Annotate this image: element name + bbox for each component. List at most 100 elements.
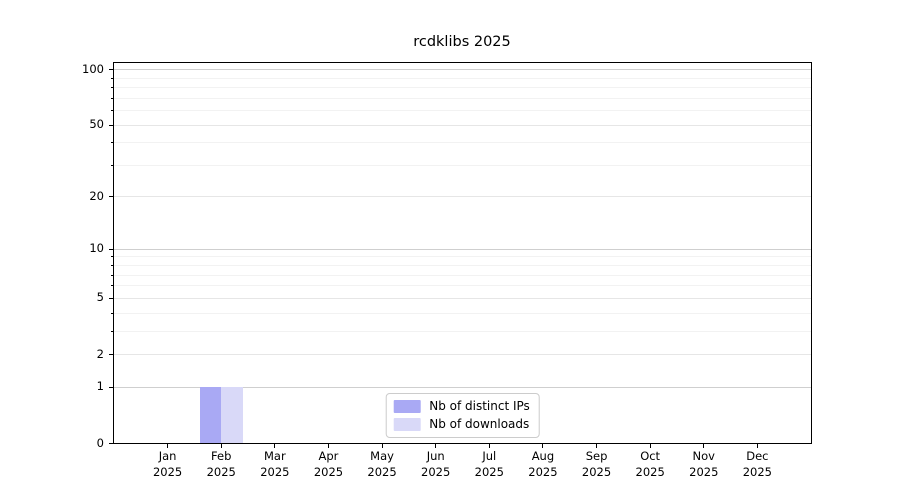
x-axis-tick-label: Aug 2025 [528, 449, 557, 480]
x-axis-tick [274, 444, 276, 448]
x-axis-tick [167, 444, 169, 448]
month-label: Aug [531, 449, 555, 463]
y-axis-tick [109, 196, 113, 198]
y-gridline-minor [114, 265, 811, 267]
month-label: Mar [263, 449, 286, 463]
x-axis-tick-label: Jan 2025 [153, 449, 182, 480]
y-axis-minor-tick [111, 312, 113, 314]
y-gridline-minor [114, 256, 811, 258]
y-gridline [114, 248, 811, 250]
x-axis-tick [488, 444, 490, 448]
year-label: 2025 [206, 464, 236, 479]
legend-label: Nb of downloads [429, 417, 530, 431]
y-axis-tick [109, 69, 113, 71]
x-axis-tick [756, 444, 758, 448]
legend-swatch [393, 418, 421, 431]
month-label: Dec [746, 449, 769, 463]
year-label: 2025 [474, 464, 504, 479]
x-axis-tick-label: Jul 2025 [475, 449, 504, 480]
y-axis-minor-tick [111, 110, 113, 112]
year-label: 2025 [260, 464, 290, 479]
y-axis-minor-tick [111, 97, 113, 99]
x-axis-tick-label: Apr 2025 [314, 449, 343, 480]
y-gridline-minor [114, 274, 811, 276]
x-axis-tick-label: Mar 2025 [260, 449, 289, 480]
legend-item: Nb of downloads [393, 417, 530, 432]
y-gridline-minor [114, 142, 811, 144]
year-label: 2025 [689, 464, 719, 479]
y-gridline-minor [114, 164, 811, 166]
x-axis-tick-label: Nov 2025 [689, 449, 718, 480]
month-label: Feb [211, 449, 232, 463]
month-label: Jan [158, 449, 177, 463]
year-label: 2025 [635, 464, 665, 479]
y-axis-tick-label: 50 [89, 117, 104, 132]
legend-swatch [393, 400, 421, 413]
x-axis-tick-label: Feb 2025 [207, 449, 236, 480]
x-axis-tick [649, 444, 651, 448]
month-label: Oct [640, 449, 661, 463]
y-gridline-minor [114, 77, 811, 79]
month-label: Jul [482, 449, 497, 463]
year-label: 2025 [742, 464, 773, 479]
x-axis-tick-label: Jun 2025 [421, 449, 450, 480]
x-axis-tick [435, 444, 437, 448]
y-axis-minor-tick [111, 77, 113, 79]
x-axis-tick-label: Oct 2025 [636, 449, 665, 480]
year-label: 2025 [528, 464, 558, 479]
y-axis-tick-label: 100 [82, 61, 104, 76]
y-axis-minor-tick [111, 142, 113, 144]
month-label: Apr [318, 449, 339, 463]
x-axis-tick-label: May 2025 [367, 449, 396, 480]
y-axis-tick [109, 443, 113, 444]
legend: Nb of distinct IPs Nb of downloads [385, 393, 540, 438]
y-axis-tick-label: 10 [89, 241, 104, 256]
y-axis-minor-tick [111, 265, 113, 267]
y-axis-tick-label: 1 [96, 379, 104, 394]
y-gridline [114, 386, 811, 388]
y-axis-tick-label: 20 [89, 188, 104, 203]
y-axis-tick-label: 2 [96, 346, 104, 361]
y-gridline-minor [114, 330, 811, 332]
y-axis-tick [109, 297, 113, 299]
y-axis-minor-tick [111, 256, 113, 258]
y-axis-minor-tick [111, 274, 113, 276]
y-gridline [114, 124, 811, 126]
x-axis-tick [542, 444, 544, 448]
x-axis-tick [381, 444, 383, 448]
y-axis-tick [109, 354, 113, 355]
y-axis-tick [109, 248, 113, 250]
y-gridline-minor [114, 285, 811, 287]
y-gridline-minor [114, 312, 811, 314]
plot-area: 0 1 2 5 10 20 50 100 Jan 2025 Feb 2025 Mar 2025 Apr 202… [82, 62, 812, 479]
year-label: 2025 [313, 464, 344, 479]
y-axis-tick [109, 124, 113, 126]
y-gridline [114, 297, 811, 299]
y-axis-tick-label: 0 [96, 435, 104, 450]
bar-nb-of-downloads [221, 386, 243, 443]
year-label: 2025 [421, 464, 451, 479]
x-axis-tick-label: Sep 2025 [582, 449, 611, 480]
month-label: Nov [692, 449, 715, 463]
month-label: May [370, 449, 394, 463]
x-axis-tick [596, 444, 598, 448]
month-label: Jun [426, 449, 445, 463]
x-axis-tick [220, 444, 222, 448]
y-axis-minor-tick [111, 285, 113, 287]
y-gridline-minor [114, 87, 811, 89]
y-axis-tick-label: 5 [96, 290, 104, 305]
y-axis-tick [109, 386, 113, 388]
x-axis-tick-label: Dec 2025 [743, 449, 772, 480]
legend-label: Nb of distinct IPs [429, 399, 530, 413]
y-axis-minor-tick [111, 87, 113, 89]
year-label: 2025 [581, 464, 612, 479]
year-label: 2025 [367, 464, 397, 479]
bar-nb-of-distinct-ips [199, 386, 222, 443]
y-gridline-minor [114, 110, 811, 112]
y-gridline [114, 69, 811, 71]
year-label: 2025 [152, 464, 183, 479]
month-label: Sep [585, 449, 608, 463]
x-axis-tick [703, 444, 705, 448]
x-axis-tick [327, 444, 329, 448]
